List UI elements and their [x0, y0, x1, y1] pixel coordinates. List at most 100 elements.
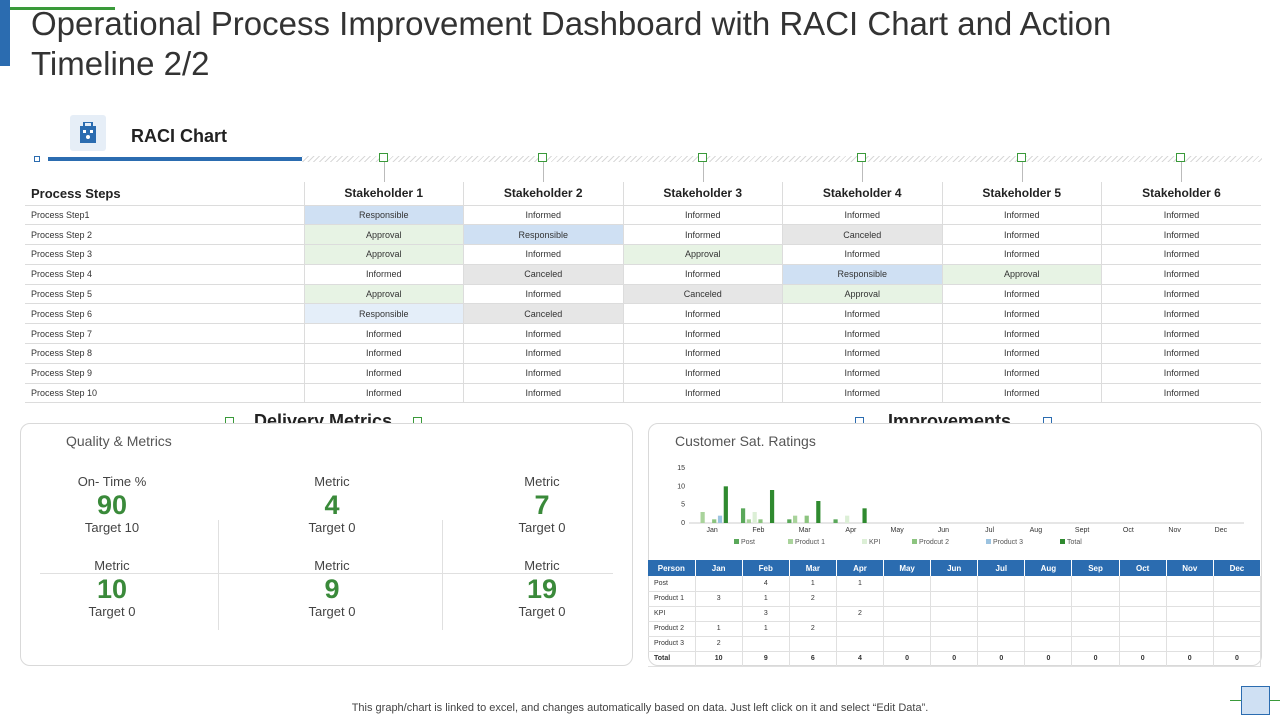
raci-row: Process Step 7 Informed Informed Informed In… [25, 323, 1261, 345]
stakeholder-header: Stakeholder 1 [303, 182, 464, 206]
stakeholder-column-marker [1176, 153, 1186, 162]
improvements-cell [789, 636, 837, 652]
improvements-cell [883, 576, 932, 592]
bar [804, 515, 809, 523]
improvements-cell: 1 [789, 576, 837, 592]
stakeholder-column-tick [1181, 162, 1183, 182]
x-tick-label: Mar [799, 527, 812, 534]
raci-cell: Informed [1101, 224, 1261, 246]
raci-cell: Informed [941, 343, 1102, 364]
bar [816, 501, 821, 523]
improvements-header-cell: Jun [930, 560, 979, 576]
raci-cell: Informed [1101, 284, 1261, 305]
improvements-cell: 0 [1213, 651, 1262, 667]
metric-target: Target 0 [518, 604, 566, 619]
page-title: Operational Process Improvement Dashboar… [31, 5, 1112, 82]
improvements-cell [1166, 636, 1214, 652]
improvements-cell: 10 [695, 651, 743, 667]
stakeholder-header: Stakeholder 4 [782, 182, 942, 206]
process-step-label: Process Step 9 [25, 363, 304, 384]
improvements-cell [1071, 636, 1120, 652]
metric-target: Target 0 [308, 604, 356, 619]
raci-cell: Informed [622, 224, 783, 246]
improvements-cell [836, 591, 885, 607]
raci-cell: Informed [1101, 363, 1261, 384]
improvements-cell [977, 621, 1026, 637]
customer-sat-subtitle: Customer Sat. Ratings [675, 433, 816, 449]
improvements-cell [1071, 621, 1120, 637]
improvements-cell [789, 606, 837, 622]
metric-divider [218, 520, 219, 630]
stakeholder-column-tick [383, 162, 385, 182]
x-tick-label: Sept [1075, 527, 1089, 534]
metric-value: 19 [526, 574, 558, 604]
raci-cell: Informed [463, 363, 623, 384]
delivery-metrics-panel [20, 423, 633, 666]
improvements-cell [1071, 606, 1120, 622]
raci-row: Process Step1 Responsible Informed Informed… [25, 205, 1261, 226]
raci-row: Process Step 2 Approval Responsible Informe… [25, 224, 1261, 246]
raci-cell: Informed [1101, 343, 1261, 364]
improvements-header-cell: May [883, 560, 932, 576]
stakeholder-column-tick [702, 162, 704, 182]
improvements-header-cell: Nov [1166, 560, 1214, 576]
customer-sat-chart: 0 5 10 15 Jan Feb Mar Apr May Jun Jul Aug Sept Oct Nov… [677, 465, 1244, 546]
improvements-cell [695, 576, 743, 592]
bar [700, 512, 705, 523]
y-tick-label: 15 [677, 465, 685, 472]
y-tick-label: 5 [681, 502, 685, 509]
legend-swatch [912, 539, 917, 544]
improvements-cell [1071, 576, 1120, 592]
improvements-cell [1213, 621, 1262, 637]
improvements-cell: Total [648, 651, 696, 667]
improvements-cell: 9 [742, 651, 790, 667]
improvements-cell [883, 636, 932, 652]
improvements-cell: 1 [742, 621, 790, 637]
stakeholder-column-tick [862, 162, 864, 182]
raci-cell: Informed [303, 383, 464, 404]
raci-cell: Canceled [463, 264, 623, 285]
stakeholder-header: Stakeholder 5 [941, 182, 1102, 206]
raci-row: Process Step 6 Responsible Canceled Informe… [25, 303, 1261, 325]
improvements-cell [930, 606, 979, 622]
raci-cell: Informed [463, 343, 623, 364]
y-tick-label: 10 [677, 483, 685, 490]
raci-cell: Informed [782, 343, 942, 364]
raci-cell: Informed [941, 363, 1102, 384]
raci-cell: Informed [303, 323, 464, 345]
metric-target: Target 10 [84, 520, 140, 535]
improvements-cell [930, 636, 979, 652]
improvements-cell [1119, 576, 1167, 592]
improvements-cell: 4 [742, 576, 790, 592]
bar [833, 519, 838, 523]
raci-cell: Informed [463, 284, 623, 305]
raci-cell: Informed [1101, 205, 1261, 226]
improvements-cell [930, 621, 979, 637]
improvements-cell [1166, 576, 1214, 592]
raci-cell: Informed [303, 264, 464, 285]
improvements-cell: 0 [930, 651, 979, 667]
legend-label: Post [741, 539, 755, 546]
legend-label: Total [1067, 539, 1082, 546]
improvements-header-cell: Aug [1024, 560, 1073, 576]
improvements-cell [1024, 636, 1073, 652]
raci-cell: Informed [463, 244, 623, 265]
improvements-cell: 1 [836, 576, 885, 592]
improvements-cell [1166, 621, 1214, 637]
improvements-cell [883, 621, 932, 637]
improvements-cell: 4 [836, 651, 885, 667]
raci-cell: Informed [1101, 323, 1261, 345]
x-tick-label: Jan [706, 527, 717, 534]
improvements-cell: 3 [742, 606, 790, 622]
improvements-cell: 0 [1024, 651, 1073, 667]
raci-cell: Informed [782, 303, 942, 325]
title-accent-bar [0, 0, 10, 66]
improvements-header-cell: Feb [742, 560, 790, 576]
improvements-cell [1166, 591, 1214, 607]
improvements-cell: Product 2 [648, 621, 696, 637]
improvements-cell [836, 636, 885, 652]
improvements-row: Total 10 9 6 4 0 0 0 0 0 0 0 0 [648, 651, 1262, 667]
raci-cell: Informed [622, 383, 783, 404]
stakeholder-column-marker [857, 153, 867, 162]
